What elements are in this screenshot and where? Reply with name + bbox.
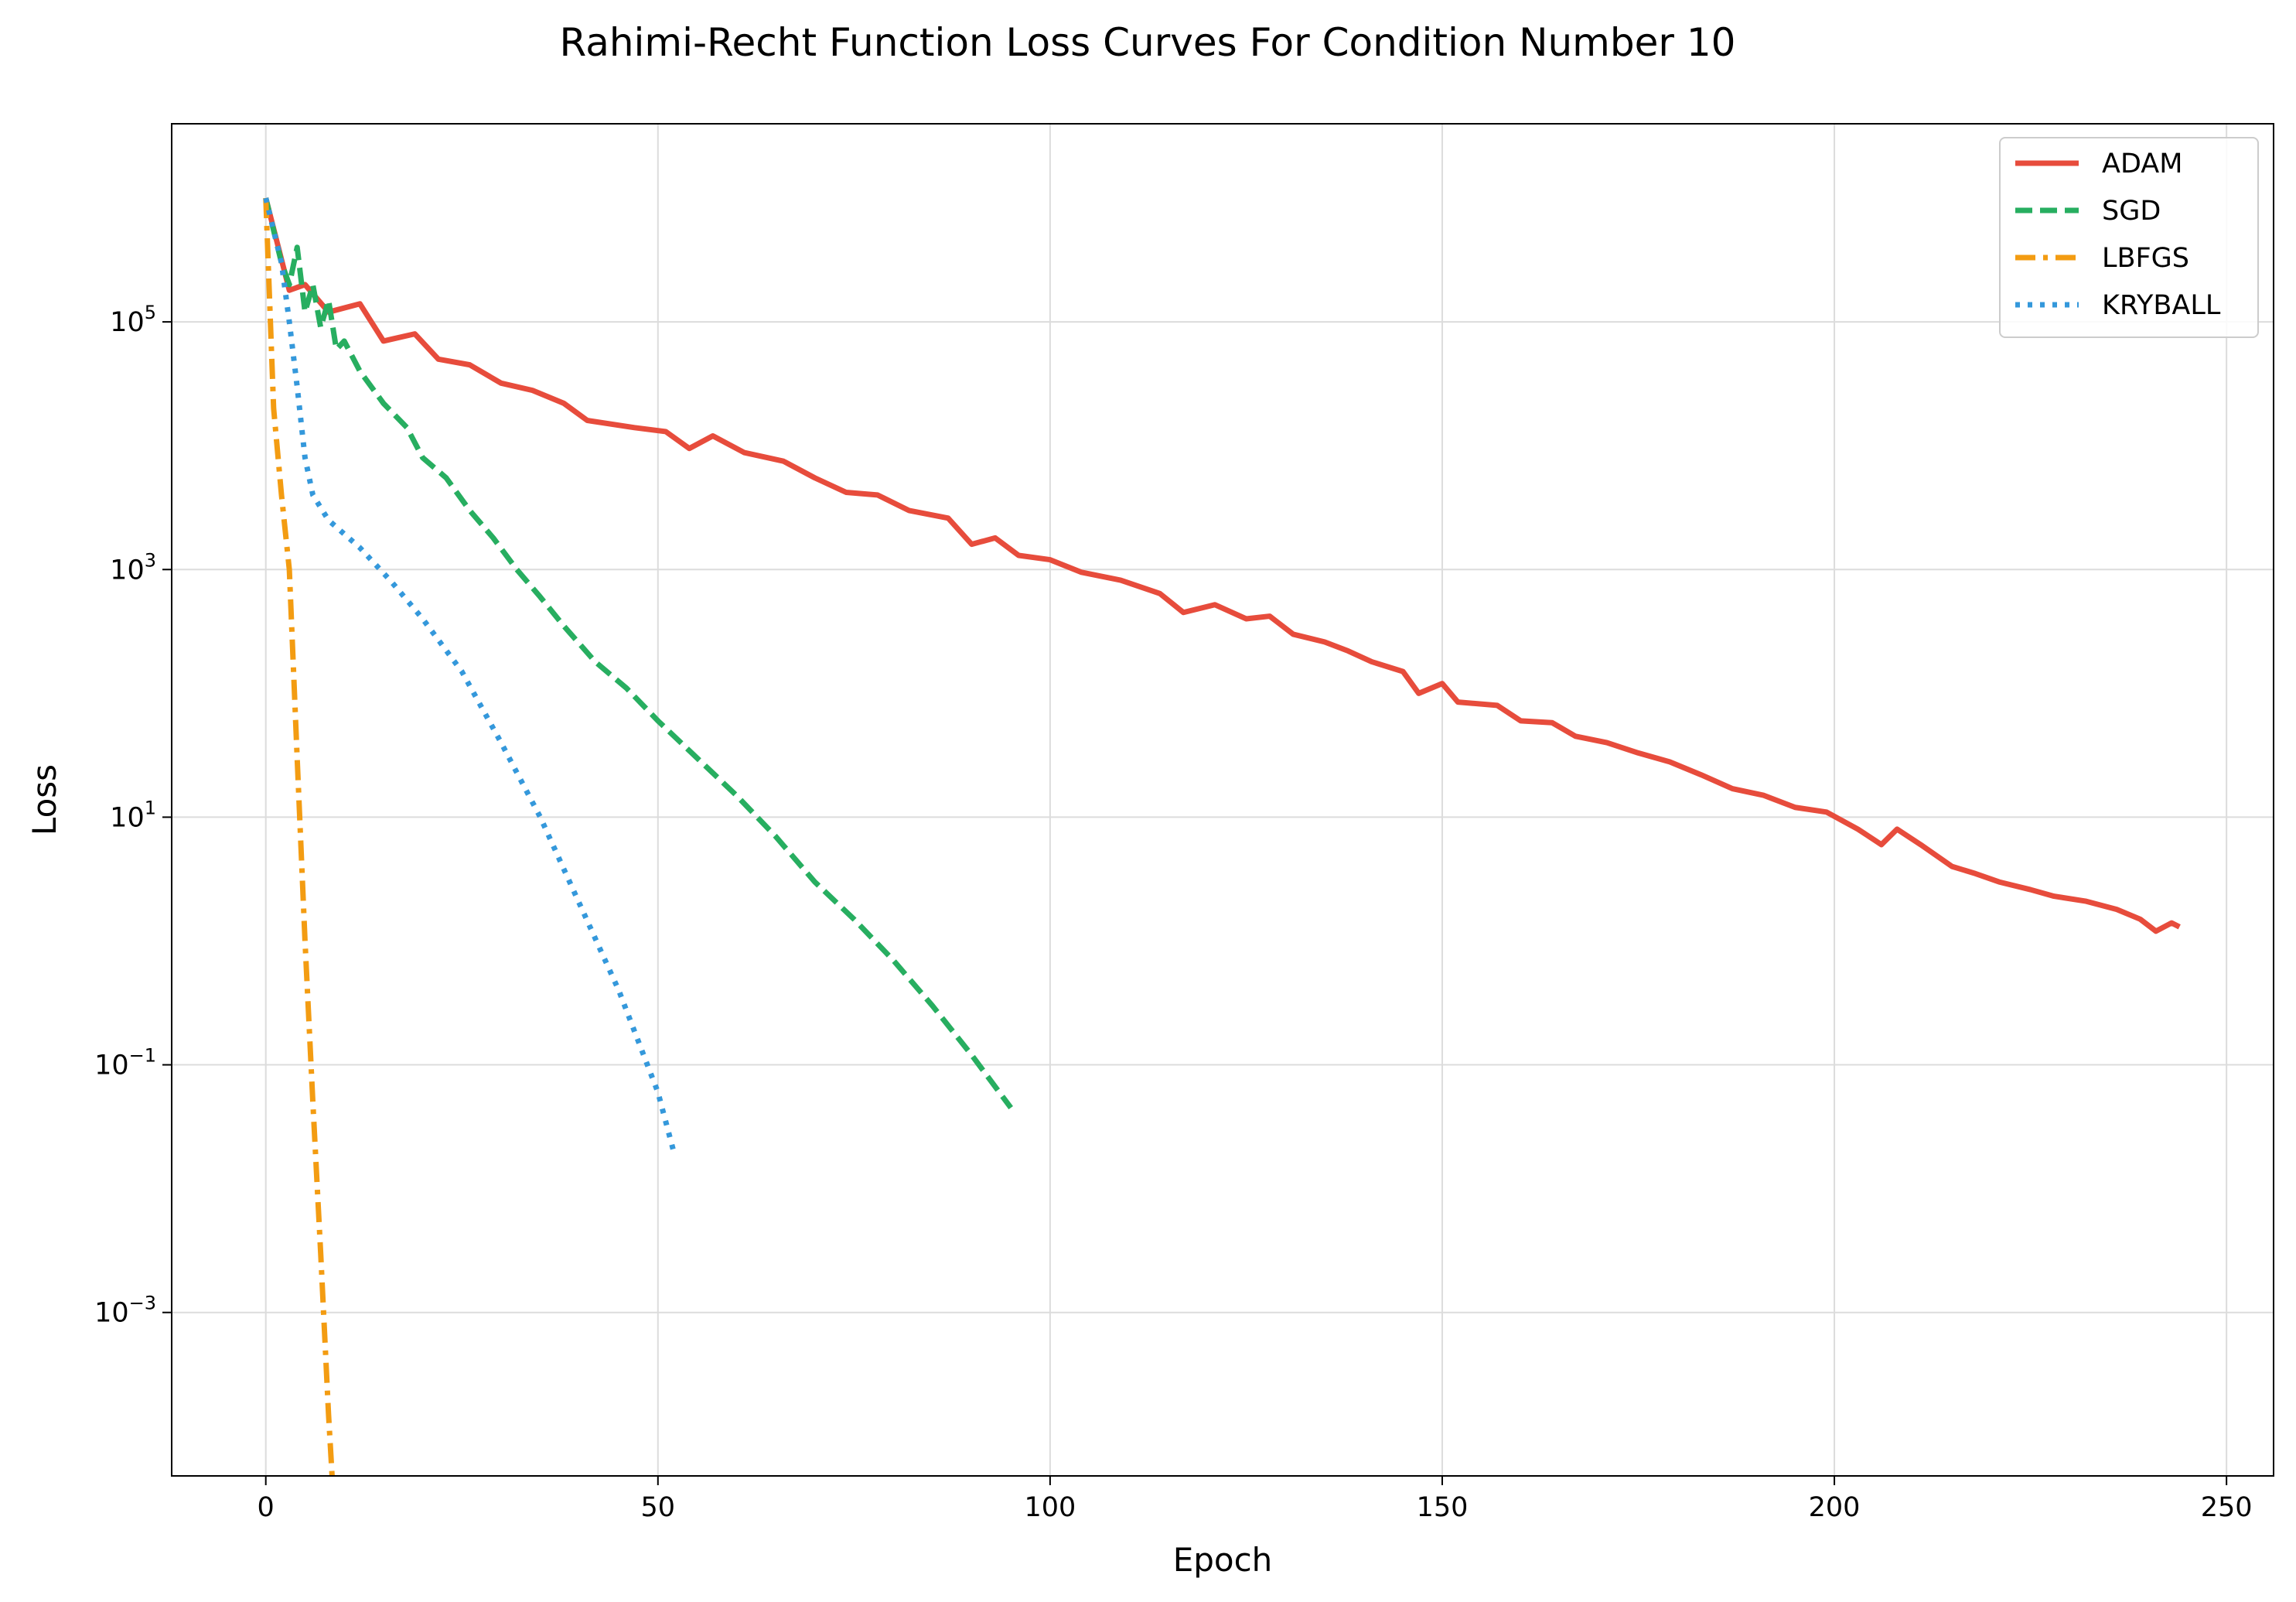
x-tick-label: 0 — [258, 1492, 275, 1523]
y-tick-label: 101 — [110, 797, 156, 833]
legend-box — [1999, 137, 2259, 338]
x-tick-label: 250 — [2201, 1492, 2253, 1523]
plot-frame — [171, 123, 2274, 1477]
legend-label-lbfgs: LBFGS — [2102, 243, 2189, 274]
y-tick-label: 105 — [110, 302, 156, 338]
legend-label-kryball: KRYBALL — [2102, 290, 2221, 321]
y-tick-label: 10−1 — [94, 1045, 156, 1081]
x-tick-label: 200 — [1809, 1492, 1861, 1523]
series-line-lbfgs — [263, 197, 335, 1476]
series-layer — [263, 197, 2181, 1476]
y-axis: 105 103 101 10−1 10−3 — [94, 302, 172, 1329]
y-tick-label: 103 — [110, 549, 156, 586]
y-axis-label: Loss — [26, 764, 63, 835]
legend-label-sgd: SGD — [2102, 196, 2161, 227]
x-tick-label: 150 — [1417, 1492, 1469, 1523]
grid-layer — [172, 124, 2274, 1476]
x-axis: 0 50 100 150 200 250 — [258, 1476, 2253, 1523]
x-tick-label: 100 — [1024, 1492, 1076, 1523]
series-line-sgd — [263, 197, 1013, 1110]
legend-label-adam: ADAM — [2102, 149, 2182, 179]
chart-title: Rahimi-Recht Function Loss Curves For Co… — [560, 20, 1736, 65]
series-line-adam — [263, 197, 2181, 934]
y-tick-label: 10−3 — [94, 1293, 156, 1329]
x-tick-label: 50 — [641, 1492, 676, 1523]
x-axis-label: Epoch — [1173, 1541, 1273, 1579]
plot-clip-group — [263, 197, 2181, 1476]
legend: ADAM SGD LBFGS KRYBALL — [1999, 137, 2259, 338]
